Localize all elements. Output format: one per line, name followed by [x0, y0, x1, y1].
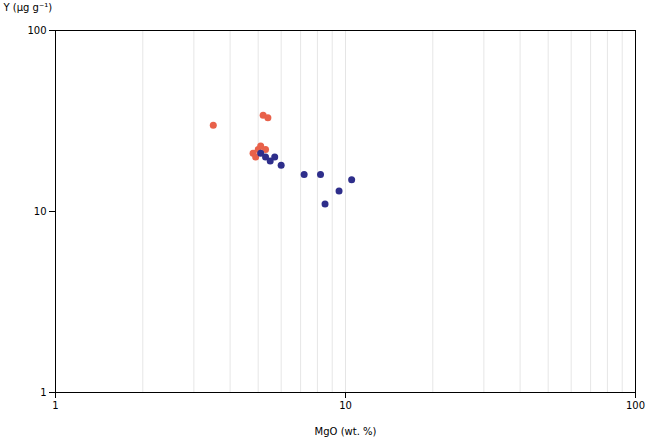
- svg-text:10: 10: [339, 400, 352, 411]
- svg-text:100: 100: [626, 400, 645, 411]
- svg-text:1: 1: [40, 387, 46, 398]
- svg-text:MgO (wt. %): MgO (wt. %): [315, 426, 377, 437]
- svg-text:1: 1: [52, 400, 58, 411]
- svg-text:100: 100: [27, 25, 46, 36]
- svg-text:10: 10: [34, 206, 47, 217]
- svg-text:Y (μg g⁻¹): Y (μg g⁻¹): [3, 2, 53, 13]
